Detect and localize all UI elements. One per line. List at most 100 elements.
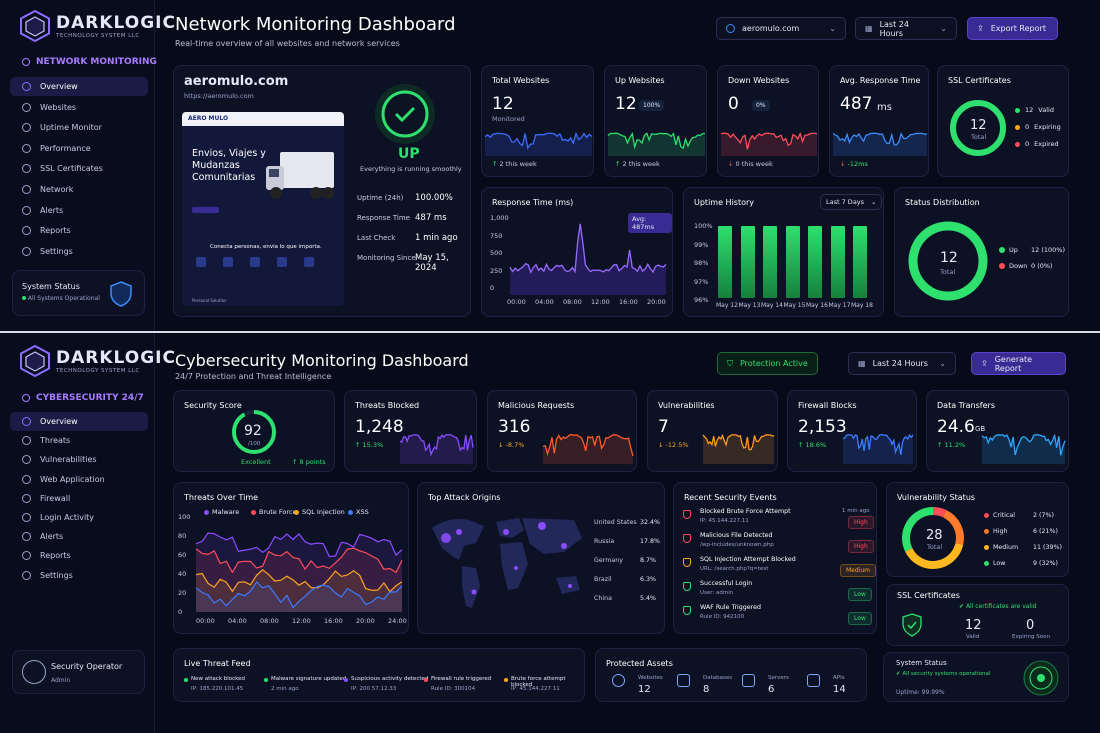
card-title: Up Websites [615, 76, 665, 85]
server-icon [742, 674, 755, 687]
card-value: 1,248 [355, 417, 404, 437]
site-stat-value: 1 min ago [415, 233, 458, 243]
y-tick: 0 [490, 284, 495, 292]
sidebar-item-reports[interactable]: Reports [10, 221, 148, 240]
preview-logo: AERO MULO [188, 115, 229, 122]
x-tick: May 15 [783, 302, 806, 309]
arrow-down-icon: ↓ [658, 441, 666, 449]
event-title[interactable]: Malicious File Detected [700, 532, 773, 539]
range-select-security[interactable]: ▦ Last 24 Hours ⌄ [848, 352, 956, 375]
ssl-legend-item: 12 Valid [1015, 106, 1054, 114]
sidebar-item-network[interactable]: Network [10, 180, 148, 199]
sidebar-item-overview[interactable]: Overview [10, 77, 148, 96]
card-sparkline [484, 131, 593, 156]
sidebar-item-settings[interactable]: Settings [10, 566, 148, 585]
sidebar-item-settings[interactable]: Settings [10, 242, 148, 261]
brand-logo: DARKLOGIC TECHNOLOGY SYSTEM LLC [20, 9, 176, 43]
card-unit: GB [975, 425, 986, 433]
sidebar-item-threats[interactable]: Threats [10, 431, 148, 450]
sparkline-area [833, 133, 927, 156]
site-name: aeromulo.com [184, 74, 289, 89]
status-total: 12 [940, 250, 958, 266]
sidebar-item-overview[interactable]: Overview [10, 412, 148, 431]
vuln-legend-label: High [993, 528, 1008, 535]
preview-feature-icon [250, 257, 260, 267]
feed-title: Firewall rule triggered [431, 676, 492, 682]
sys-uptime: Uptime: 99.99% [896, 689, 945, 696]
nav-icon [22, 123, 31, 133]
y-tick: 1,000 [490, 214, 509, 222]
sidebar-item-vulnerabilities[interactable]: Vulnerabilities [10, 450, 148, 469]
sidebar-item-uptime-monitor[interactable]: Uptime Monitor [10, 118, 148, 137]
arrow-down-icon: ↓ [498, 441, 506, 449]
arrow-up-icon: ↑ [355, 441, 363, 449]
page-title-security: Cybersecurity Monitoring Dashboard [175, 351, 469, 370]
sidebar-item-performance[interactable]: Performance [10, 139, 148, 158]
card-trend: ↓ -8.7% [498, 441, 524, 449]
x-tick: 08:00 [260, 617, 279, 625]
vuln-donut [902, 507, 964, 569]
dist-legend-label: Up [1009, 246, 1018, 254]
sec-card-firewall-blocks: Firewall Blocks 2,153 ↑ 18.6% [787, 390, 917, 472]
sparkline-line [399, 433, 474, 457]
sidebar-item-alerts[interactable]: Alerts [10, 527, 148, 546]
event-title[interactable]: SQL Injection Attempt Blocked [700, 556, 796, 563]
ssl-legend-label: Expired [1034, 140, 1059, 148]
legend-dot [999, 263, 1005, 269]
event-icon [683, 510, 691, 519]
feed-title: New attack blocked [191, 676, 246, 682]
status-label: UP [398, 146, 420, 162]
threats-chart-title: Threats Over Time [184, 493, 259, 502]
nav-icon [22, 82, 31, 91]
arrow-down-icon: ↓ [840, 160, 848, 168]
threats-legend-label: SQL Injection [302, 508, 345, 516]
event-detail: IP: 45.144.227.11 [700, 518, 749, 524]
ssl-legend-item: 0 Expired [1015, 140, 1059, 148]
range-select[interactable]: ▦ Last 24 Hours ⌄ [855, 17, 957, 40]
x-tick: 04:00 [535, 298, 554, 306]
site-url[interactable]: https://aeromulo.com [184, 92, 254, 100]
score-gauge [232, 410, 276, 454]
threat-area [196, 533, 402, 612]
shield-icon [22, 394, 30, 402]
y-tick: 100% [694, 222, 713, 230]
feed-title: Brute force attempt blocked [511, 676, 566, 688]
event-time: 1 min ago [842, 508, 870, 514]
avatar [22, 660, 46, 684]
card-title: Total Websites [492, 76, 550, 85]
sidebar-item-websites[interactable]: Websites [10, 98, 148, 117]
sidebar-item-login-activity[interactable]: Login Activity [10, 508, 148, 527]
uptime-range-select[interactable]: Last 7 Days ⌄ [820, 194, 883, 210]
sidebar-item-label: Overview [40, 417, 78, 426]
card-trend: ↓ -12.5% [658, 441, 689, 449]
sidebar-item-firewall[interactable]: Firewall [10, 489, 148, 508]
threat-area [196, 569, 402, 612]
preview-cta [192, 207, 219, 213]
event-title[interactable]: WAF Rule Triggered [700, 604, 761, 611]
event-title[interactable]: Successful Login [700, 580, 753, 587]
asset-label: Servers [768, 675, 789, 681]
card-value: 2,153 [798, 417, 847, 437]
threats-over-time-chart: Threats Over Time Malware Brute Force SQL … [173, 482, 409, 634]
sys-title: System Status [896, 659, 947, 667]
sidebar-item-reports[interactable]: Reports [10, 546, 148, 565]
legend-dot [984, 545, 989, 550]
shield-check-icon [902, 613, 922, 637]
sidebar-item-ssl-certificates[interactable]: SSL Certificates [10, 159, 148, 178]
uptime-bar [830, 226, 845, 298]
operator-card[interactable]: Security Operator Admin [12, 650, 145, 694]
threat-line [195, 569, 403, 593]
card-value: 12 [492, 94, 514, 114]
sidebar-item-web-application[interactable]: Web Application [10, 470, 148, 489]
vuln-slice [942, 510, 964, 545]
event-title[interactable]: Blocked Brute Force Attempt [700, 508, 791, 515]
site-select[interactable]: aeromulo.com ⌄ [716, 17, 846, 40]
legend-dot [251, 510, 256, 515]
export-report-button[interactable]: ⇪ Export Report [967, 17, 1058, 40]
vuln-legend-label: Medium [993, 544, 1019, 551]
ssl-title: SSL Certificates [948, 76, 1011, 85]
generate-report-button[interactable]: ⇪ Generate Report [971, 352, 1066, 375]
sparkline-line [842, 433, 914, 455]
card-trend: ↑ 2 this week [615, 160, 660, 168]
sidebar-item-alerts[interactable]: Alerts [10, 201, 148, 220]
